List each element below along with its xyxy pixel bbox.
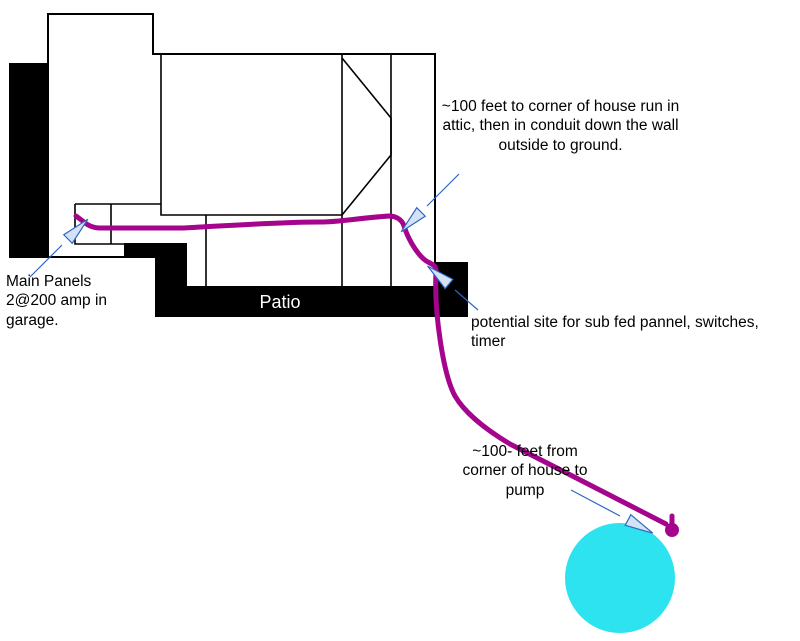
pump-terminal-icon bbox=[665, 523, 679, 537]
house-outline bbox=[48, 14, 435, 287]
drive-label: Drive bbox=[52, 137, 72, 179]
pool-icon bbox=[565, 523, 675, 633]
annotation-attic-run: ~100 feet to corner of house run in atti… bbox=[438, 97, 683, 155]
annotation-main-panels: Main Panels 2@200 amp in garage. bbox=[6, 272, 126, 330]
annotation-sub-panel: potential site for sub fed pannel, switc… bbox=[471, 313, 771, 352]
patio-label: Patio bbox=[259, 292, 300, 312]
annotation-pump-distance: ~100- feet from corner of house to pump bbox=[460, 442, 590, 500]
